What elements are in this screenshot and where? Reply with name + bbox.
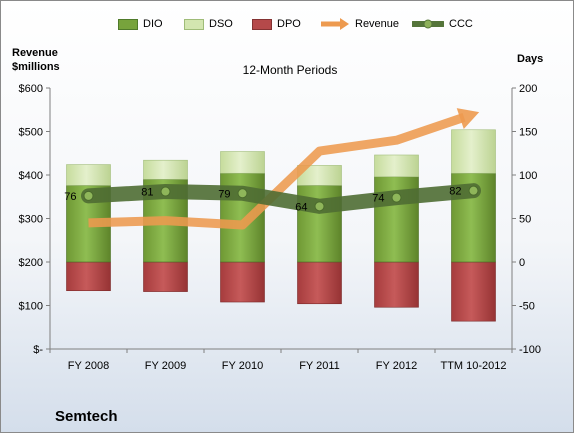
legend-item-revenue: Revenue (320, 14, 399, 34)
x-tick-label: FY 2009 (145, 360, 186, 372)
company-name: Semtech (55, 408, 118, 425)
revenue-line (88, 113, 466, 230)
x-tick-label: TTM 10-2012 (440, 360, 506, 372)
legend-item-ccc: CCC (412, 14, 473, 34)
y-right-tick-label: 100 (519, 170, 537, 182)
legend-item-dso: DSO (184, 14, 233, 34)
chart-title: 12-Month Periods (242, 63, 338, 77)
ccc-point (83, 190, 94, 201)
bar-dso (66, 164, 111, 186)
bar-dso (220, 151, 265, 174)
ccc-data-label: 79 (218, 188, 230, 200)
bar-dpo (220, 261, 265, 303)
y-axis-left-label: Revenue $millions (12, 47, 60, 73)
x-tick-label: FY 2010 (222, 360, 263, 372)
y-left-tick-label: $- (33, 344, 43, 356)
ccc-data-label: 74 (372, 193, 384, 205)
ccc-point (314, 201, 325, 212)
legend-label-dpo: DPO (277, 18, 301, 30)
y-left-tick-label: $300 (19, 214, 43, 226)
revenue-arrowhead (456, 108, 480, 130)
y-left-tick-label: $400 (19, 170, 43, 182)
legend-swatch-dio (118, 18, 138, 30)
ccc-point (237, 188, 248, 199)
y-right-tick-label: -100 (519, 344, 541, 356)
legend-swatch-dpo (252, 18, 272, 30)
bar-dpo (66, 261, 111, 292)
ccc-data-label: 76 (64, 191, 76, 203)
x-tick-label: FY 2008 (68, 360, 109, 372)
ccc-point (468, 185, 479, 196)
legend-label-dio: DIO (143, 18, 163, 30)
bar-dpo (143, 261, 188, 292)
y-right-tick-label: 150 (519, 127, 537, 139)
legend-label-ccc: CCC (449, 18, 473, 30)
ccc-line (81, 183, 481, 214)
bar-dpo (297, 261, 342, 305)
bar-dso (374, 154, 419, 178)
x-tick-label: FY 2012 (376, 360, 417, 372)
legend-swatch-dso (184, 18, 204, 30)
legend-arrow-revenue (321, 18, 349, 30)
bar-dpo (451, 261, 496, 322)
chart-legend: DIO DSO DPO Revenue CCC (0, 14, 574, 34)
legend-label-dso: DSO (209, 18, 233, 30)
y-left-tick-label: $500 (19, 127, 43, 139)
y-right-tick-label: 0 (519, 257, 525, 269)
y-left-tick-label: $200 (19, 257, 43, 269)
bar-dpo (374, 261, 419, 308)
ccc-point (160, 186, 171, 197)
bar-dso (143, 159, 188, 180)
legend-item-dpo: DPO (252, 14, 301, 34)
y-axis-right-label: Days (517, 53, 544, 65)
legend-line-ccc (412, 19, 444, 29)
legend-item-dio: DIO (118, 14, 163, 34)
ccc-point (391, 192, 402, 203)
legend-label-revenue: Revenue (355, 18, 400, 30)
ccc-data-label: 81 (141, 187, 153, 199)
y-left-tick-label: $100 (19, 301, 43, 313)
y-right-tick-label: -50 (519, 301, 535, 313)
y-right-tick-label: 50 (519, 214, 531, 226)
ccc-data-label: 64 (295, 201, 307, 213)
ccc-data-label: 82 (449, 186, 461, 198)
y-right-tick-label: 200 (519, 83, 537, 95)
x-tick-label: FY 2011 (299, 360, 340, 372)
bar-dso (451, 129, 496, 174)
y-left-tick-label: $600 (19, 83, 43, 95)
